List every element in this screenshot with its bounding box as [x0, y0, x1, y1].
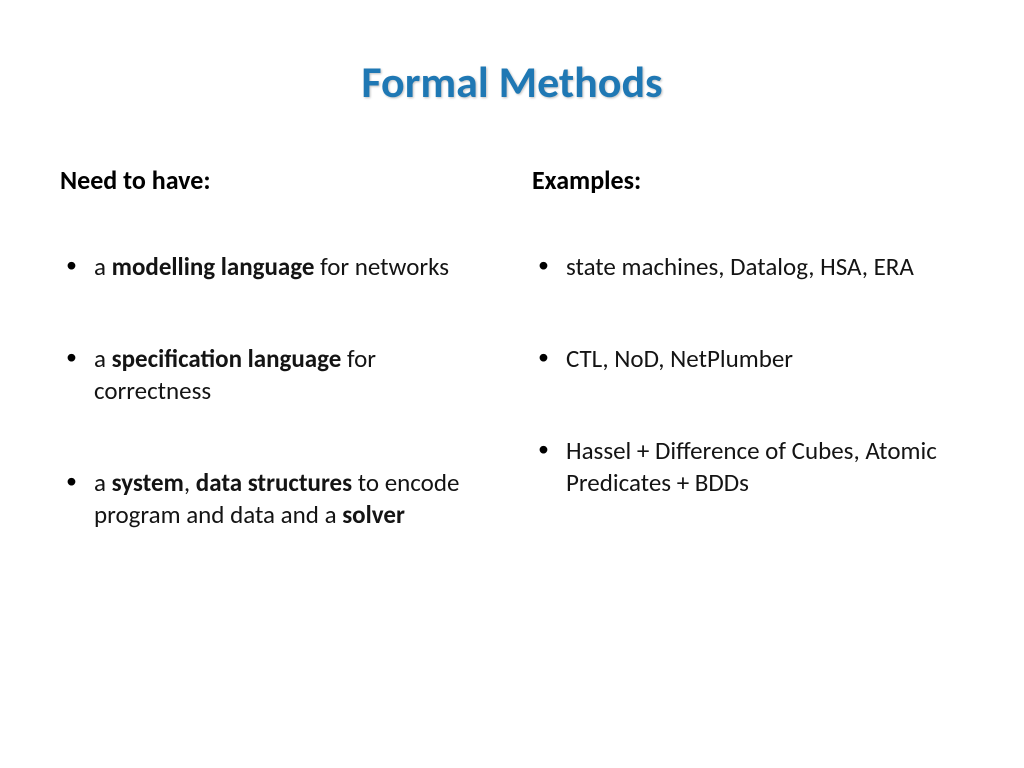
text-bold: data structures: [196, 467, 352, 498]
list-item: state machines, Datalog, HSA, ERA: [532, 251, 964, 283]
text-bold: specification language: [112, 343, 342, 374]
text-fragment: CTL, NoD, NetPlumber: [566, 343, 793, 374]
left-column: Need to have: a modelling language for n…: [60, 164, 492, 591]
text-fragment: a: [94, 467, 112, 498]
list-item: Hassel + Difference of Cubes, Atomic Pre…: [532, 435, 964, 499]
left-list: a modelling language for networks a spec…: [60, 251, 492, 531]
text-fragment: state machines, Datalog, HSA, ERA: [566, 251, 914, 282]
list-item: CTL, NoD, NetPlumber: [532, 343, 964, 375]
list-item: a system, data structures to encode prog…: [60, 467, 492, 531]
text-bold: solver: [342, 499, 405, 530]
text-bold: modelling language: [112, 251, 315, 282]
left-heading: Need to have:: [60, 164, 492, 196]
right-column: Examples: state machines, Datalog, HSA, …: [532, 164, 964, 591]
text-fragment: for networks: [314, 251, 449, 282]
text-fragment: a: [94, 251, 112, 282]
list-item: a specification language for correctness: [60, 343, 492, 407]
text-fragment: a: [94, 343, 112, 374]
right-heading: Examples:: [532, 164, 964, 196]
slide-title: Formal Methods: [60, 55, 964, 109]
text-bold: system: [112, 467, 184, 498]
right-list: state machines, Datalog, HSA, ERA CTL, N…: [532, 251, 964, 499]
list-item: a modelling language for networks: [60, 251, 492, 283]
columns: Need to have: a modelling language for n…: [60, 164, 964, 591]
slide: Formal Methods Need to have: a modelling…: [0, 0, 1024, 768]
text-fragment: ,: [184, 467, 196, 498]
text-fragment: Hassel + Difference of Cubes, Atomic Pre…: [566, 435, 937, 498]
